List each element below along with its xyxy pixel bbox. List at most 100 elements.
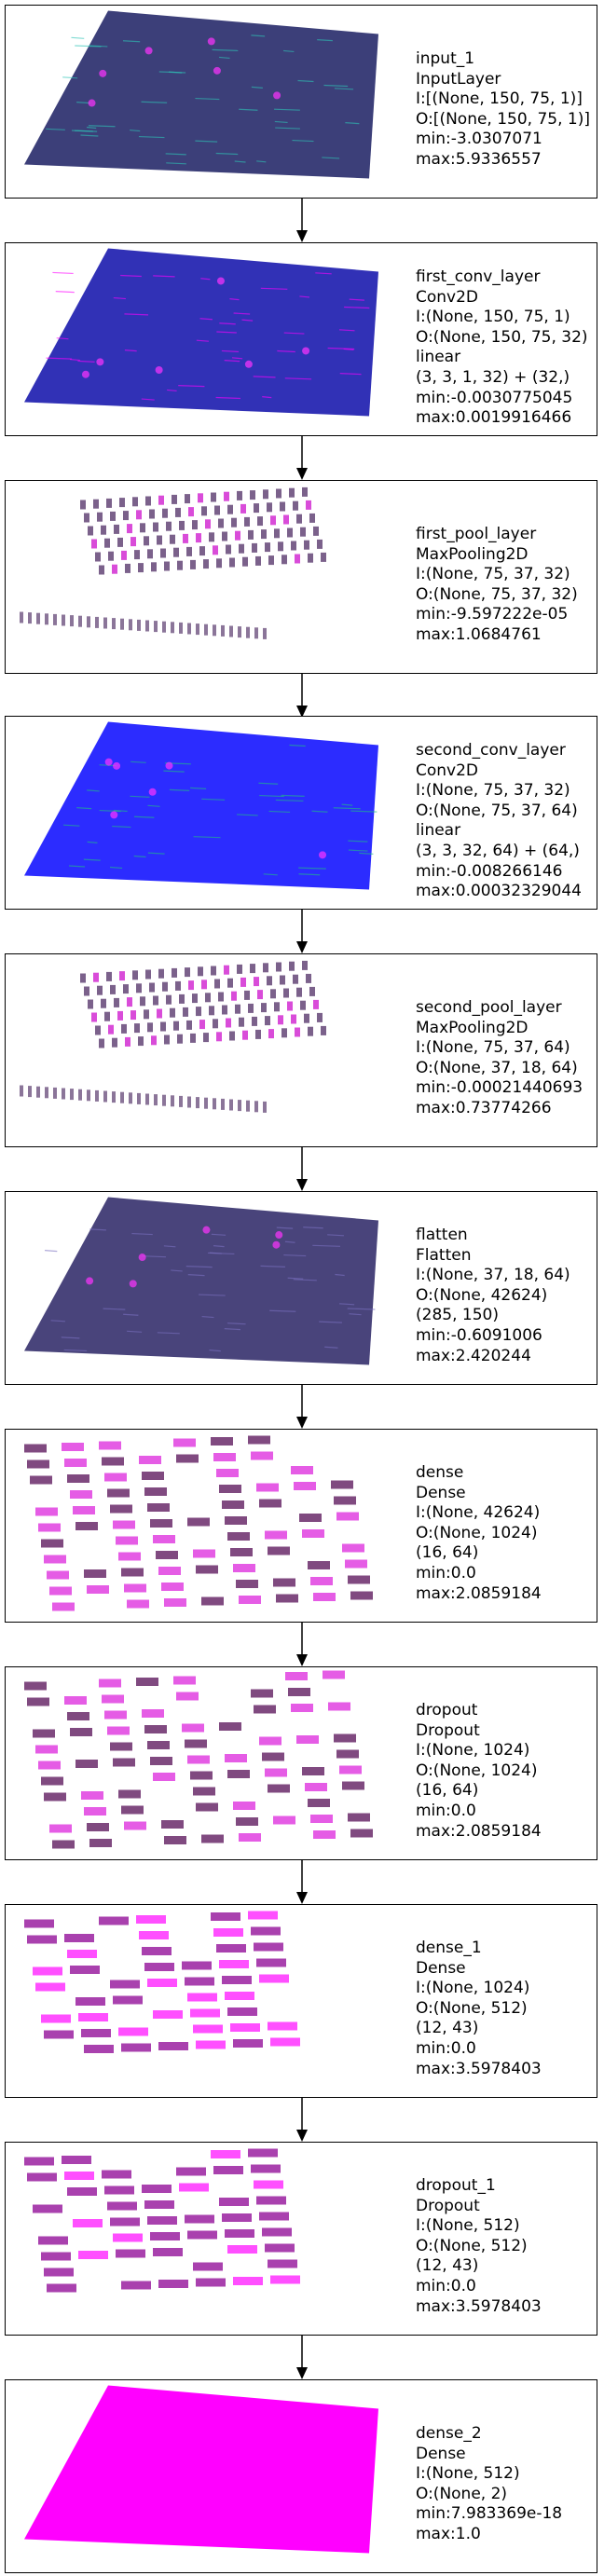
pooled-block — [218, 993, 224, 1002]
pooled-block — [229, 558, 235, 568]
pooled-block — [300, 1001, 306, 1010]
layer-visualization — [6, 717, 397, 909]
unit-block — [64, 2172, 94, 2180]
layer-name: dropout_1 — [416, 2176, 542, 2197]
layer-visualization — [6, 1192, 397, 1384]
layer-max: max:1.0684761 — [416, 625, 578, 646]
pooled-block — [287, 1002, 293, 1011]
activation-spot — [89, 100, 96, 107]
pooled-block — [257, 516, 263, 526]
unit-block — [187, 1518, 210, 1527]
unit-block — [213, 2166, 243, 2174]
pooled-block — [121, 551, 127, 560]
pooled-block — [130, 537, 136, 546]
pooled-block — [317, 540, 323, 549]
pooled-block — [157, 536, 162, 545]
pooled-block — [123, 511, 129, 520]
unit-block — [336, 1513, 359, 1521]
pooled-block — [160, 549, 166, 558]
pooled-block — [293, 975, 298, 984]
unit-block — [193, 2263, 223, 2271]
unit-block — [139, 1456, 161, 1464]
unit-block — [81, 1791, 103, 1800]
pooled-block — [317, 1013, 323, 1022]
unit-block — [350, 1829, 373, 1838]
layer-info: second_pool_layer MaxPooling2D I:(None, 75… — [416, 998, 583, 1119]
unit-block — [44, 1555, 66, 1564]
flow-arrow — [294, 910, 310, 954]
pooled-block — [242, 1031, 248, 1040]
pooled-block — [291, 1015, 296, 1024]
arrow-head — [296, 941, 308, 953]
unit-block — [102, 1695, 124, 1704]
flow-arrow — [294, 1860, 310, 1905]
unit-block — [30, 1476, 52, 1485]
pooled-strip — [187, 1097, 191, 1108]
pooled-block — [276, 489, 281, 499]
layer-shape-line: I:(None, 75, 37, 32) — [416, 781, 582, 802]
unit-block — [182, 1962, 212, 1970]
unit-block — [35, 1508, 58, 1516]
pooled-strip — [254, 627, 258, 638]
unit-block — [158, 2042, 188, 2050]
unit-block — [176, 1692, 199, 1701]
unit-block — [147, 1979, 177, 1987]
pooled-block — [121, 1024, 127, 1034]
layer-type: MaxPooling2D — [416, 545, 578, 566]
pooled-block — [190, 1034, 196, 1043]
pooled-strip — [221, 625, 225, 637]
pooled-strip — [196, 1097, 199, 1108]
pooled-block — [235, 1005, 240, 1014]
unit-block — [239, 1833, 261, 1842]
unit-block — [342, 1782, 364, 1790]
unit-block — [144, 1963, 174, 1971]
unit-block — [185, 1740, 207, 1748]
unit-block — [44, 2268, 74, 2277]
pooled-block — [214, 980, 220, 989]
unit-block — [225, 2229, 254, 2238]
unit-block — [49, 1587, 72, 1596]
unit-block — [24, 1445, 47, 1453]
unit-block — [150, 1757, 172, 1765]
unit-block — [256, 1959, 286, 1967]
pooled-block — [110, 512, 116, 521]
pooled-block — [132, 970, 138, 980]
pooled-block — [84, 987, 89, 996]
layer-max: max:3.5978403 — [416, 2060, 542, 2080]
pooled-block — [170, 535, 175, 544]
layer-type: Dense — [416, 1484, 542, 1504]
unit-block — [176, 2168, 206, 2176]
unit-block — [27, 1698, 49, 1706]
layer-panel-first-conv-layer: first_conv_layer Conv2D I:(None, 150, 75, … — [5, 242, 597, 436]
pooled-block — [231, 992, 237, 1001]
unit-block — [219, 2198, 249, 2206]
pooled-block — [114, 998, 119, 1007]
unit-block — [67, 1712, 89, 1720]
unit-block — [118, 2028, 148, 2036]
pooled-block — [283, 989, 289, 998]
pooled-strip — [171, 1095, 174, 1106]
unit-block — [179, 2184, 209, 2192]
pooled-block — [209, 1006, 214, 1015]
unit-block — [41, 1540, 63, 1548]
layer-name: second_conv_layer — [416, 741, 582, 761]
unit-block — [251, 1452, 273, 1460]
unit-block — [193, 1788, 215, 1796]
pooled-strip — [204, 1098, 208, 1109]
layer-shape-line: I:(None, 42624) — [416, 1503, 542, 1524]
pooled-block — [97, 513, 103, 522]
pooled-strip — [95, 1090, 99, 1102]
layer-visualization — [6, 1430, 397, 1622]
unit-block — [67, 2187, 97, 2196]
pooled-strip — [78, 616, 82, 627]
pooled-block — [289, 488, 295, 498]
unit-block — [161, 1820, 184, 1829]
pooled-block — [114, 525, 119, 534]
layer-shape-line: O:(None, 512) — [416, 1999, 542, 2020]
pooled-block — [108, 1025, 114, 1035]
unit-block — [225, 1516, 247, 1525]
unit-block — [113, 1521, 135, 1529]
layer-info: input_1 InputLayer I:[(None, 150, 75, 1)] O… — [416, 49, 590, 171]
unit-block — [136, 1678, 158, 1686]
unit-block — [153, 2010, 183, 2019]
